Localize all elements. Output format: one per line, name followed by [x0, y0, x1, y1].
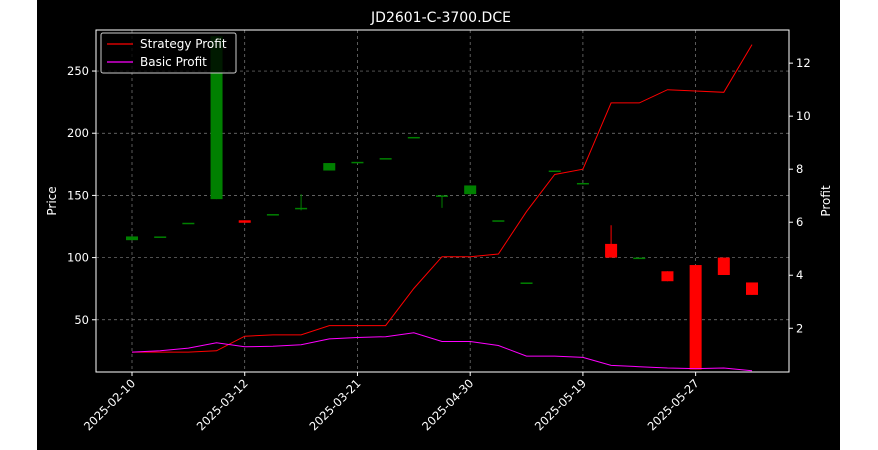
candle-body: [717, 257, 730, 275]
candle-body: [154, 236, 167, 238]
candle-body: [689, 265, 702, 370]
candles-layer: [126, 36, 758, 370]
candle-body: [126, 236, 138, 241]
candle-body: [548, 170, 561, 173]
y-right-tick-label: 12: [796, 56, 811, 70]
candle-body: [464, 185, 477, 195]
candle-body: [238, 220, 251, 223]
candle-body: [746, 282, 758, 295]
plot-frame: [95, 29, 790, 373]
legend-box: [100, 32, 237, 74]
candle-body: [295, 207, 308, 210]
y-left-tick-label: 50: [74, 313, 89, 327]
y-axis-right-label: Profit: [819, 185, 833, 217]
y-left-tick-label: 250: [67, 64, 89, 78]
legend-basic-label: Basic Profit: [140, 55, 207, 69]
candle-body: [379, 158, 392, 160]
y-right-tick-label: 8: [796, 162, 803, 176]
basic-profit-line: [131, 332, 753, 372]
candle-body: [661, 271, 674, 282]
chart-title: JD2601-C-3700.DCE: [370, 10, 511, 26]
y-left-tick-label: 100: [67, 251, 89, 265]
candle-body: [633, 257, 646, 260]
y-left-tick-label: 200: [67, 126, 89, 140]
y-axis-left-label: Price: [45, 186, 59, 215]
y-right-tick-label: 4: [796, 268, 803, 282]
candle-body: [492, 220, 505, 222]
y-right-tick-label: 6: [796, 215, 803, 229]
candle-body: [407, 136, 420, 139]
candle-body: [210, 36, 223, 200]
candle-body: [576, 182, 589, 185]
figure-background: [37, 0, 840, 450]
candle-body: [351, 161, 364, 164]
candle-body: [436, 195, 448, 197]
profit-lines-layer: [131, 44, 753, 372]
legend-strategy-label: Strategy Profit: [140, 37, 227, 51]
candle-body: [605, 243, 618, 258]
candle-body: [323, 163, 336, 171]
strategy-profit-line: [132, 44, 753, 353]
candle-body: [182, 222, 195, 225]
y-right-tick-label: 10: [796, 109, 811, 123]
legend: Strategy Profit Basic Profit: [100, 32, 237, 74]
y-right-tick-label: 2: [796, 321, 803, 335]
candle-body: [266, 214, 279, 216]
candle-body: [520, 282, 533, 284]
y-left-tick-label: 150: [67, 188, 89, 202]
